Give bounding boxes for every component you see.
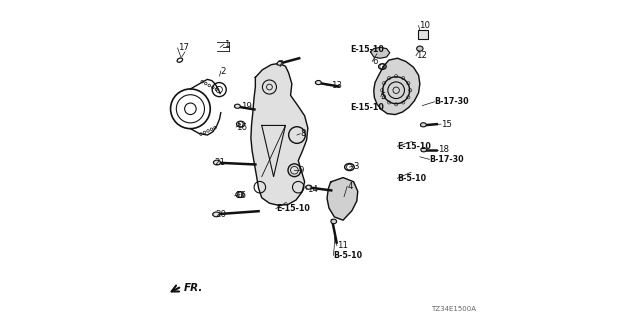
Text: 2: 2 [221,67,227,76]
Ellipse shape [421,148,427,152]
Text: 10: 10 [419,21,429,30]
Polygon shape [327,178,358,220]
Text: 4: 4 [347,182,353,191]
Text: FR.: FR. [184,283,204,293]
Ellipse shape [417,46,423,51]
Polygon shape [371,47,390,58]
Text: B-17-30: B-17-30 [435,97,469,106]
Ellipse shape [316,81,321,85]
Ellipse shape [235,104,241,108]
Text: 21: 21 [214,158,225,167]
Text: 11: 11 [337,241,348,250]
Text: 5: 5 [381,92,387,101]
Text: 17: 17 [178,43,189,52]
Text: 6: 6 [372,57,378,66]
Text: 18: 18 [438,145,449,154]
Text: E-15-10: E-15-10 [397,142,431,151]
FancyBboxPatch shape [419,30,428,39]
Ellipse shape [306,185,312,189]
Text: B-5-10: B-5-10 [333,251,363,260]
Ellipse shape [213,160,220,165]
Text: 19: 19 [241,102,252,111]
Text: 1: 1 [224,40,230,49]
Text: 12: 12 [416,51,427,60]
Text: 7: 7 [278,60,284,68]
Ellipse shape [212,212,220,217]
Ellipse shape [331,219,337,224]
Polygon shape [251,63,308,205]
Text: 16: 16 [236,123,247,132]
Text: 3: 3 [353,162,358,171]
Text: E-15-10: E-15-10 [276,204,310,213]
Text: B-5-10: B-5-10 [397,174,427,183]
Text: 9: 9 [298,166,304,175]
Polygon shape [374,58,420,115]
Text: E-15-10: E-15-10 [351,103,384,112]
Ellipse shape [277,61,283,65]
Text: B-17-30: B-17-30 [429,155,464,164]
Text: 14: 14 [307,185,317,194]
Text: E-15-10: E-15-10 [351,45,384,54]
Ellipse shape [420,123,426,127]
Text: 13: 13 [331,81,342,90]
Text: 16: 16 [235,191,246,200]
Text: 15: 15 [441,120,452,129]
Text: 8: 8 [300,129,306,138]
Text: 20: 20 [215,210,226,219]
Text: TZ34E1500A: TZ34E1500A [431,306,476,312]
